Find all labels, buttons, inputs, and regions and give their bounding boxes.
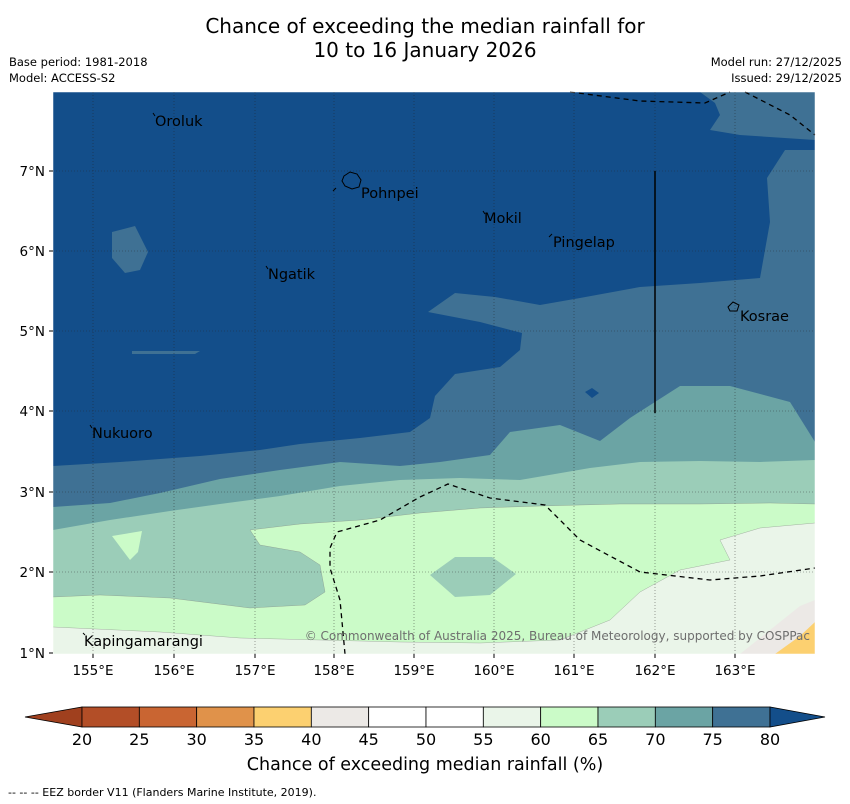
colorbar-swatch [425,706,484,728]
colorbar [24,706,826,728]
colorbar-swatch [482,706,542,728]
probability-field [53,92,815,654]
band-75-80-patch [112,226,148,273]
y-tick-label: 1°N [20,646,45,662]
island-outlines [82,112,740,636]
colorbar-title: Chance of exceeding median rainfall (%) [246,755,604,775]
x-tick-label: 162°E [634,663,675,679]
place-label: Kosrae [740,309,789,325]
band-75-80-patch-3 [585,388,599,398]
colorbar-swatch [138,706,198,728]
pohnpei-outline [341,171,362,190]
x-tick-label: 161°E [553,663,594,679]
x-tick-label: 159°E [393,663,434,679]
colorbar-tick-label: 60 [530,730,550,749]
colorbar-labels: 20 25 30 35 40 45 50 55 60 65 70 75 80 [72,730,780,749]
colorbar-swatch [712,706,771,728]
colorbar-tick-label: 70 [645,730,665,749]
x-tick-label: 155°E [72,663,113,679]
colorbar-tick-label: 30 [186,730,206,749]
base-period: Base period: 1981-2018 [9,55,148,69]
colorbar-tick-label: 75 [702,730,722,749]
colorbar-tick-label: 55 [473,730,493,749]
colorbar-tick-label: 65 [588,730,608,749]
place-label: Mokil [484,211,522,227]
colorbar-swatch [253,706,312,728]
colorbar-tick-label: 50 [416,730,436,749]
place-label: Kapingamarangi [84,634,203,650]
colorbar-swatch [81,706,140,728]
kosrae-outline [727,301,740,312]
place-label: Pohnpei [361,186,419,202]
eez-border [329,91,816,655]
tick-marks [49,170,736,658]
colorbar-tick-label: 35 [244,730,264,749]
x-tick-label: 156°E [153,663,194,679]
x-tick-label: 160°E [473,663,514,679]
colorbar-swatch [540,706,599,728]
y-tick-label: 3°N [20,485,45,501]
copyright-notice: © Commonwealth of Australia 2025, Bureau… [305,629,810,643]
colorbar-swatch [196,706,255,728]
x-tick-label: 158°E [313,663,354,679]
grid-lines [53,92,815,654]
x-tick-label: 163°E [714,663,755,679]
colorbar-swatch [368,706,427,728]
plot-frame [52,91,816,655]
place-label: Pingelap [553,235,615,251]
y-tick-label: 5°N [20,324,45,340]
y-tick-label: 2°N [20,565,45,581]
map-title-line2: 10 to 16 January 2026 [313,38,537,62]
place-label: Ngatik [268,267,316,283]
model-name: Model: ACCESS-S2 [9,71,116,85]
colorbar-swatch [310,706,370,728]
place-label: Oroluk [155,114,203,130]
y-tick-label: 7°N [20,164,45,180]
colorbar-extend-high [769,706,826,728]
eez-legend-note: -- -- -- EEZ border V11 (Flanders Marine… [8,786,317,799]
band-35-40 [775,622,815,654]
y-tick-label: 6°N [20,244,45,260]
band-75-80-patch-2 [132,351,200,354]
colorbar-swatch [597,706,656,728]
colorbar-tick-label: 45 [358,730,378,749]
x-tick-label: 157°E [234,663,275,679]
y-tick-label: 4°N [20,404,45,420]
contour-lines [53,502,815,644]
place-label: Nukuoro [92,426,153,442]
band-60-65-patch [430,557,516,597]
colorbar-tick-label: 20 [72,730,92,749]
colorbar-swatch [654,706,714,728]
map-title-line1: Chance of exceeding the median rainfall … [205,14,645,38]
band-50-55 [53,523,815,654]
colorbar-tick-label: 80 [760,730,780,749]
issued-date: Issued: 29/12/2025 [731,71,842,85]
model-run: Model run: 27/12/2025 [710,55,842,69]
colorbar-extend-low [24,706,83,728]
band-55-60-patch [112,531,142,560]
colorbar-tick-label: 40 [301,730,321,749]
colorbar-tick-label: 25 [129,730,149,749]
